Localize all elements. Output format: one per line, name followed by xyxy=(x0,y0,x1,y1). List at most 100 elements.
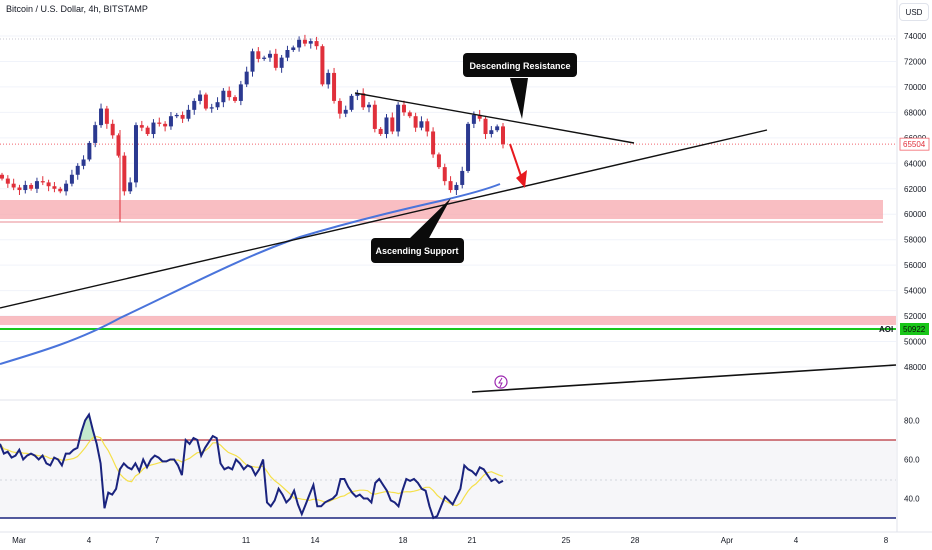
lower-trendline xyxy=(471,364,897,393)
aoi-price-badge xyxy=(900,323,929,335)
candle-body xyxy=(384,117,389,135)
candle-body xyxy=(174,114,179,117)
candle-body xyxy=(168,116,173,127)
candle-body xyxy=(396,104,401,132)
candle-body xyxy=(273,53,278,68)
callout-box xyxy=(371,238,464,263)
callouts: Descending Resistance Ascending Support xyxy=(371,53,577,263)
candle-body xyxy=(372,104,377,129)
price-tick-label: 62000 xyxy=(904,185,927,194)
rsi-overbought-fill xyxy=(65,414,105,440)
time-tick-label: 25 xyxy=(562,536,571,545)
candle-body xyxy=(99,108,104,126)
flash-icon-bolt xyxy=(498,377,503,388)
candle-body xyxy=(244,71,249,85)
candle-body xyxy=(139,125,144,128)
candle-body xyxy=(483,118,488,135)
time-tick-label: 4 xyxy=(794,536,799,545)
time-tick-label: Apr xyxy=(721,536,734,545)
callout-pointer xyxy=(408,198,451,240)
candle-body xyxy=(425,121,430,132)
callout-box xyxy=(463,53,577,77)
rsi-pane xyxy=(0,399,896,520)
moving-average-line xyxy=(0,183,501,365)
candle-body xyxy=(466,123,471,171)
current-price-badge xyxy=(899,137,930,151)
time-tick-label: 11 xyxy=(242,536,251,545)
candle-body xyxy=(460,170,465,185)
candle-body xyxy=(34,181,39,189)
price-tick-label: 68000 xyxy=(904,108,927,117)
time-tick-label: Mar xyxy=(12,536,26,545)
candle-body xyxy=(343,109,348,114)
candle-body xyxy=(436,154,441,168)
candle-body xyxy=(355,93,360,96)
candle-body xyxy=(419,121,424,128)
price-tick-label: 60000 xyxy=(904,210,927,219)
price-tick-label: 74000 xyxy=(904,32,927,41)
candle-body xyxy=(209,107,214,109)
candle-body xyxy=(58,188,63,192)
candle-body xyxy=(227,90,232,98)
candle-body xyxy=(81,159,86,166)
candle-body xyxy=(93,125,98,143)
rsi-line xyxy=(0,412,504,520)
candle-body xyxy=(314,41,319,47)
candle-body xyxy=(326,72,331,85)
candle-body xyxy=(233,97,238,101)
candle-body xyxy=(87,142,92,160)
candle-body xyxy=(52,186,57,189)
price-axis[interactable]: 7400072000700006800066000640006200060000… xyxy=(879,0,930,532)
rsi-tick-label: 80.0 xyxy=(904,417,920,426)
candle-body xyxy=(267,53,272,58)
candle-body xyxy=(11,183,16,188)
trendlines xyxy=(0,92,897,393)
aoi-price-label: 50922 xyxy=(903,325,926,334)
ascending-support-label: Ascending Support xyxy=(376,246,459,256)
price-tick-label: 70000 xyxy=(904,83,927,92)
candle-body xyxy=(302,39,307,44)
candle-body xyxy=(442,167,447,182)
candle-body xyxy=(401,104,406,113)
candle-body xyxy=(40,181,45,183)
candle-body xyxy=(151,122,156,135)
descending-resistance-line xyxy=(354,92,635,144)
candle-body xyxy=(133,125,138,183)
candle-body xyxy=(454,184,459,191)
candle-body xyxy=(163,123,168,127)
candle-body xyxy=(262,57,267,59)
aoi-label: AOI xyxy=(879,325,893,334)
support-zone-lower xyxy=(0,316,896,325)
candle-body xyxy=(291,47,296,51)
candle-body xyxy=(5,178,10,184)
candle-body xyxy=(186,109,191,119)
moving-average xyxy=(0,183,501,365)
candle-body xyxy=(238,84,243,101)
candle-body xyxy=(122,155,127,192)
price-tick-label: 56000 xyxy=(904,261,927,270)
candle-body xyxy=(157,122,162,124)
candle-body xyxy=(180,114,185,119)
callout-pointer xyxy=(510,78,528,119)
current-price-label: 65504 xyxy=(903,140,926,149)
candle-body xyxy=(297,39,302,48)
candle-body xyxy=(367,104,372,108)
candle-body xyxy=(116,135,121,156)
currency-button[interactable]: USD xyxy=(899,3,929,21)
candle-body xyxy=(110,123,115,136)
flash-icon xyxy=(494,375,508,389)
candle-body xyxy=(198,94,203,101)
candle-body xyxy=(23,184,28,191)
price-tick-label: 54000 xyxy=(904,287,927,296)
projection-arrow-head xyxy=(516,170,527,188)
candle-body xyxy=(221,90,226,103)
candle-body xyxy=(477,114,482,119)
rsi-axis[interactable]: 80.0 60.0 40.0 xyxy=(904,417,920,504)
candle-body xyxy=(75,165,80,175)
price-tick-label: 52000 xyxy=(904,312,927,321)
candle-body xyxy=(495,126,500,131)
time-axis[interactable]: Mar 4 7 11 14 18 21 25 28 Apr 4 8 xyxy=(0,531,932,545)
candle-body xyxy=(413,116,418,128)
candle-body xyxy=(192,100,197,110)
